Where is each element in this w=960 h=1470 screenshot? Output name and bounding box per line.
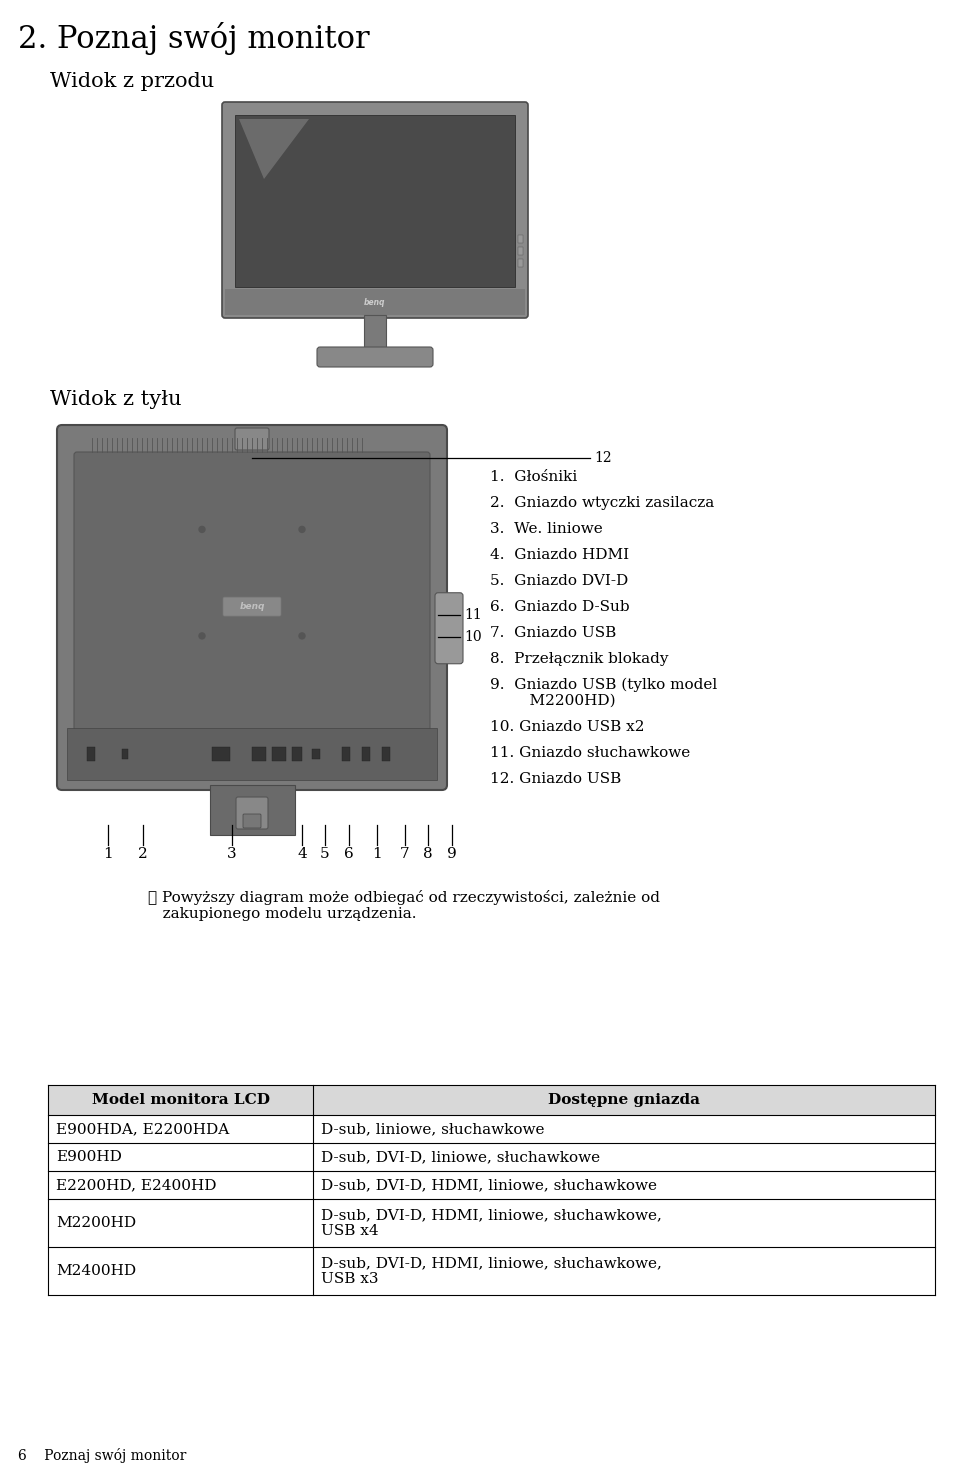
FancyBboxPatch shape bbox=[74, 451, 430, 731]
Text: 11. Gniazdo słuchawkowe: 11. Gniazdo słuchawkowe bbox=[490, 745, 690, 760]
Text: D-sub, DVI-D, HDMI, liniowe, słuchawkowe,
USB x4: D-sub, DVI-D, HDMI, liniowe, słuchawkowe… bbox=[321, 1208, 661, 1238]
Circle shape bbox=[199, 526, 205, 532]
Text: 5.  Gniazdo DVI-D: 5. Gniazdo DVI-D bbox=[490, 573, 628, 588]
Text: Model monitora LCD: Model monitora LCD bbox=[91, 1094, 270, 1107]
Bar bbox=[122, 750, 128, 759]
Bar bbox=[362, 747, 370, 761]
Bar bbox=[518, 247, 523, 254]
Text: 7.  Gniazdo USB: 7. Gniazdo USB bbox=[490, 626, 616, 639]
Bar bbox=[518, 259, 523, 268]
Text: 3: 3 bbox=[228, 847, 237, 861]
Bar bbox=[87, 747, 95, 761]
Bar bbox=[209, 785, 295, 835]
Text: M2200HD: M2200HD bbox=[56, 1216, 136, 1230]
FancyBboxPatch shape bbox=[236, 797, 268, 829]
Bar bbox=[48, 1085, 935, 1116]
Text: 7: 7 bbox=[400, 847, 410, 861]
Bar bbox=[235, 115, 515, 287]
Text: 10. Gniazdo USB x2: 10. Gniazdo USB x2 bbox=[490, 720, 644, 734]
FancyBboxPatch shape bbox=[235, 428, 269, 450]
Text: 1: 1 bbox=[372, 847, 382, 861]
Text: 1.  Głośniki: 1. Głośniki bbox=[490, 470, 577, 484]
Text: benq: benq bbox=[364, 297, 386, 307]
Circle shape bbox=[199, 634, 205, 639]
Text: E2200HD, E2400HD: E2200HD, E2400HD bbox=[56, 1177, 217, 1192]
Bar bbox=[252, 747, 266, 761]
Text: 8.  Przełącznik blokady: 8. Przełącznik blokady bbox=[490, 653, 668, 666]
Text: 8: 8 bbox=[423, 847, 433, 861]
Bar bbox=[272, 747, 286, 761]
Text: 6: 6 bbox=[344, 847, 354, 861]
Text: Dostępne gniazda: Dostępne gniazda bbox=[548, 1094, 700, 1107]
Text: 6    Poznaj swój monitor: 6 Poznaj swój monitor bbox=[18, 1448, 186, 1463]
Text: D-sub, DVI-D, HDMI, liniowe, słuchawkowe,
USB x3: D-sub, DVI-D, HDMI, liniowe, słuchawkowe… bbox=[321, 1255, 661, 1286]
Text: 2.  Gniazdo wtyczki zasilacza: 2. Gniazdo wtyczki zasilacza bbox=[490, 495, 714, 510]
Text: 10: 10 bbox=[464, 629, 482, 644]
Bar bbox=[518, 235, 523, 243]
Text: Widok z przodu: Widok z przodu bbox=[50, 72, 214, 91]
Text: M2200HD): M2200HD) bbox=[510, 694, 615, 709]
Bar bbox=[67, 728, 437, 781]
Text: E900HDA, E2200HDA: E900HDA, E2200HDA bbox=[56, 1122, 229, 1136]
Text: 12: 12 bbox=[594, 451, 612, 465]
Polygon shape bbox=[239, 119, 309, 179]
Text: M2400HD: M2400HD bbox=[56, 1264, 136, 1277]
Bar bbox=[312, 750, 320, 759]
Text: E900HD: E900HD bbox=[56, 1150, 122, 1164]
Text: 12. Gniazdo USB: 12. Gniazdo USB bbox=[490, 772, 621, 786]
Text: 2: 2 bbox=[138, 847, 148, 861]
FancyBboxPatch shape bbox=[243, 814, 261, 828]
Text: D-sub, DVI-D, HDMI, liniowe, słuchawkowe: D-sub, DVI-D, HDMI, liniowe, słuchawkowe bbox=[321, 1177, 657, 1192]
FancyBboxPatch shape bbox=[435, 592, 463, 664]
Text: 3.  We. liniowe: 3. We. liniowe bbox=[490, 522, 603, 537]
Text: 4.  Gniazdo HDMI: 4. Gniazdo HDMI bbox=[490, 548, 629, 562]
Text: 9: 9 bbox=[447, 847, 457, 861]
FancyBboxPatch shape bbox=[222, 101, 528, 318]
Circle shape bbox=[299, 526, 305, 532]
Text: 5: 5 bbox=[321, 847, 330, 861]
Text: 4: 4 bbox=[298, 847, 307, 861]
Text: D-sub, DVI-D, liniowe, słuchawkowe: D-sub, DVI-D, liniowe, słuchawkowe bbox=[321, 1150, 600, 1164]
FancyBboxPatch shape bbox=[223, 597, 281, 616]
Bar bbox=[292, 747, 302, 761]
Text: benq: benq bbox=[239, 603, 265, 612]
Circle shape bbox=[299, 634, 305, 639]
Bar bbox=[225, 290, 525, 315]
Text: 11: 11 bbox=[464, 607, 482, 622]
Text: Widok z tyłu: Widok z tyłu bbox=[50, 390, 181, 409]
Text: 9.  Gniazdo USB (tylko model: 9. Gniazdo USB (tylko model bbox=[490, 678, 717, 692]
Bar bbox=[212, 747, 230, 761]
Bar bbox=[342, 747, 350, 761]
Text: 1: 1 bbox=[103, 847, 113, 861]
Text: 2. Poznaj swój monitor: 2. Poznaj swój monitor bbox=[18, 22, 370, 54]
Text: 6.  Gniazdo D-Sub: 6. Gniazdo D-Sub bbox=[490, 600, 630, 614]
Text: ✇ Powyższy diagram może odbiegać od rzeczywistości, zależnie od
   zakupionego m: ✇ Powyższy diagram może odbiegać od rzec… bbox=[148, 889, 660, 922]
Bar bbox=[382, 747, 390, 761]
FancyBboxPatch shape bbox=[317, 347, 433, 368]
Text: D-sub, liniowe, słuchawkowe: D-sub, liniowe, słuchawkowe bbox=[321, 1122, 544, 1136]
FancyBboxPatch shape bbox=[57, 425, 447, 789]
Bar bbox=[364, 315, 386, 350]
